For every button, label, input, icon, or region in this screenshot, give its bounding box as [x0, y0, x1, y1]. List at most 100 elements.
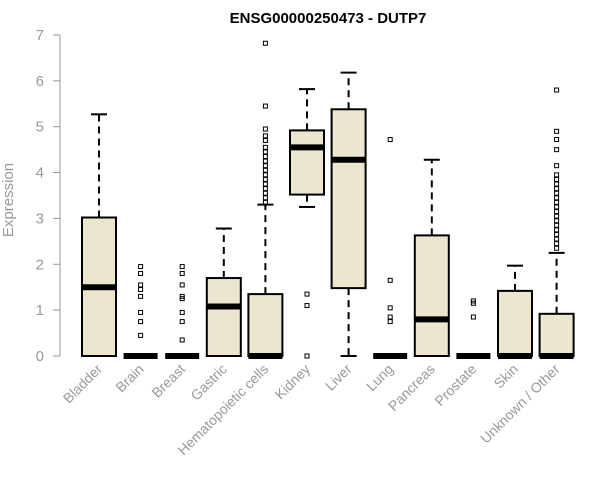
outlier-point	[179, 309, 185, 315]
box-group	[413, 158, 450, 358]
outlier-point	[554, 128, 560, 134]
box-iqr	[205, 277, 242, 357]
outlier-point	[554, 218, 560, 224]
outlier-point	[304, 353, 310, 359]
outlier-point	[554, 222, 560, 228]
box-group	[165, 264, 200, 359]
outlier-point	[387, 137, 393, 143]
outlier-point	[138, 319, 144, 325]
outlier-point	[554, 186, 560, 192]
outlier-point	[554, 176, 560, 182]
outlier-point	[470, 298, 476, 304]
outlier-point	[304, 303, 310, 309]
outlier-point	[262, 158, 268, 164]
outlier-point	[138, 264, 144, 270]
y-tick-label: 7	[36, 27, 44, 44]
box-group	[247, 40, 284, 359]
plot-area	[81, 40, 575, 359]
outlier-point	[138, 309, 144, 315]
outlier-point	[262, 149, 268, 155]
outlier-point	[554, 227, 560, 233]
y-tick-label: 4	[36, 165, 44, 182]
outlier-point	[554, 199, 560, 205]
box-iqr	[247, 293, 284, 358]
outlier-point	[138, 332, 144, 338]
box-group	[373, 137, 408, 359]
outlier-point	[387, 305, 393, 311]
outlier-point	[138, 282, 144, 288]
outlier-point	[138, 270, 144, 276]
outlier-point	[262, 103, 268, 109]
outlier-point	[554, 137, 560, 143]
outlier-point	[262, 186, 268, 192]
y-tick-label: 2	[36, 256, 44, 273]
x-tick-label: Kidney	[272, 361, 314, 403]
outlier-point	[387, 319, 393, 325]
y-axis: 0 1 2 3 4 5 6 7	[36, 27, 61, 365]
x-tick-label: Liver	[322, 361, 355, 394]
outlier-point	[179, 319, 185, 325]
box-group	[538, 87, 575, 359]
outlier-point	[470, 314, 476, 320]
outlier-point	[262, 199, 268, 205]
outlier-point	[262, 195, 268, 201]
box-iqr	[413, 234, 450, 358]
y-tick-label: 1	[36, 302, 44, 319]
y-tick-label: 0	[36, 348, 44, 365]
outlier-point	[262, 190, 268, 196]
outlier-point	[387, 277, 393, 283]
box-group	[81, 113, 117, 357]
outlier-point	[179, 293, 185, 299]
x-tick-label: Brain	[112, 361, 146, 395]
outlier-point	[554, 245, 560, 251]
y-tick-label: 3	[36, 210, 44, 227]
outlier-point	[138, 293, 144, 299]
outlier-point	[554, 213, 560, 219]
box-group	[456, 298, 491, 359]
outlier-point	[262, 144, 268, 150]
chart-title: ENSG00000250473 - DUTP7	[230, 10, 427, 27]
box-group	[330, 71, 367, 357]
outlier-point	[304, 291, 310, 297]
outlier-point	[554, 181, 560, 187]
outlier-point	[262, 172, 268, 178]
x-tick-label: Prostate	[431, 361, 479, 409]
x-tick-label: Breast	[148, 361, 188, 401]
outlier-point	[179, 337, 185, 343]
outlier-point	[262, 137, 268, 143]
outlier-point	[554, 195, 560, 201]
box-iqr	[538, 312, 575, 358]
box-iqr	[497, 289, 533, 357]
outlier-point	[179, 264, 185, 270]
box-group	[123, 264, 158, 359]
y-tick-label: 6	[36, 73, 44, 90]
x-tick-label: Skin	[491, 361, 522, 392]
outlier-point	[262, 40, 268, 46]
x-tick-label: Unknown / Other	[477, 361, 563, 447]
outlier-point	[387, 314, 393, 320]
outlier-point	[554, 204, 560, 210]
box-group	[205, 227, 242, 357]
outlier-point	[262, 133, 268, 139]
outlier-point	[138, 287, 144, 293]
box-group	[289, 88, 325, 359]
outlier-point	[554, 147, 560, 153]
x-tick-label: Lung	[363, 361, 396, 394]
outlier-point	[262, 126, 268, 132]
outlier-point	[554, 163, 560, 169]
outlier-point	[554, 231, 560, 237]
box-iqr	[289, 129, 325, 196]
box-iqr	[330, 108, 367, 290]
outlier-point	[554, 241, 560, 247]
outlier-point	[179, 282, 185, 288]
x-tick-label: Bladder	[60, 361, 106, 407]
outlier-point	[554, 190, 560, 196]
outlier-point	[554, 209, 560, 215]
outlier-point	[262, 176, 268, 182]
y-tick-label: 5	[36, 119, 44, 136]
outlier-point	[554, 236, 560, 242]
box-group	[497, 264, 533, 359]
outlier-point	[262, 181, 268, 187]
